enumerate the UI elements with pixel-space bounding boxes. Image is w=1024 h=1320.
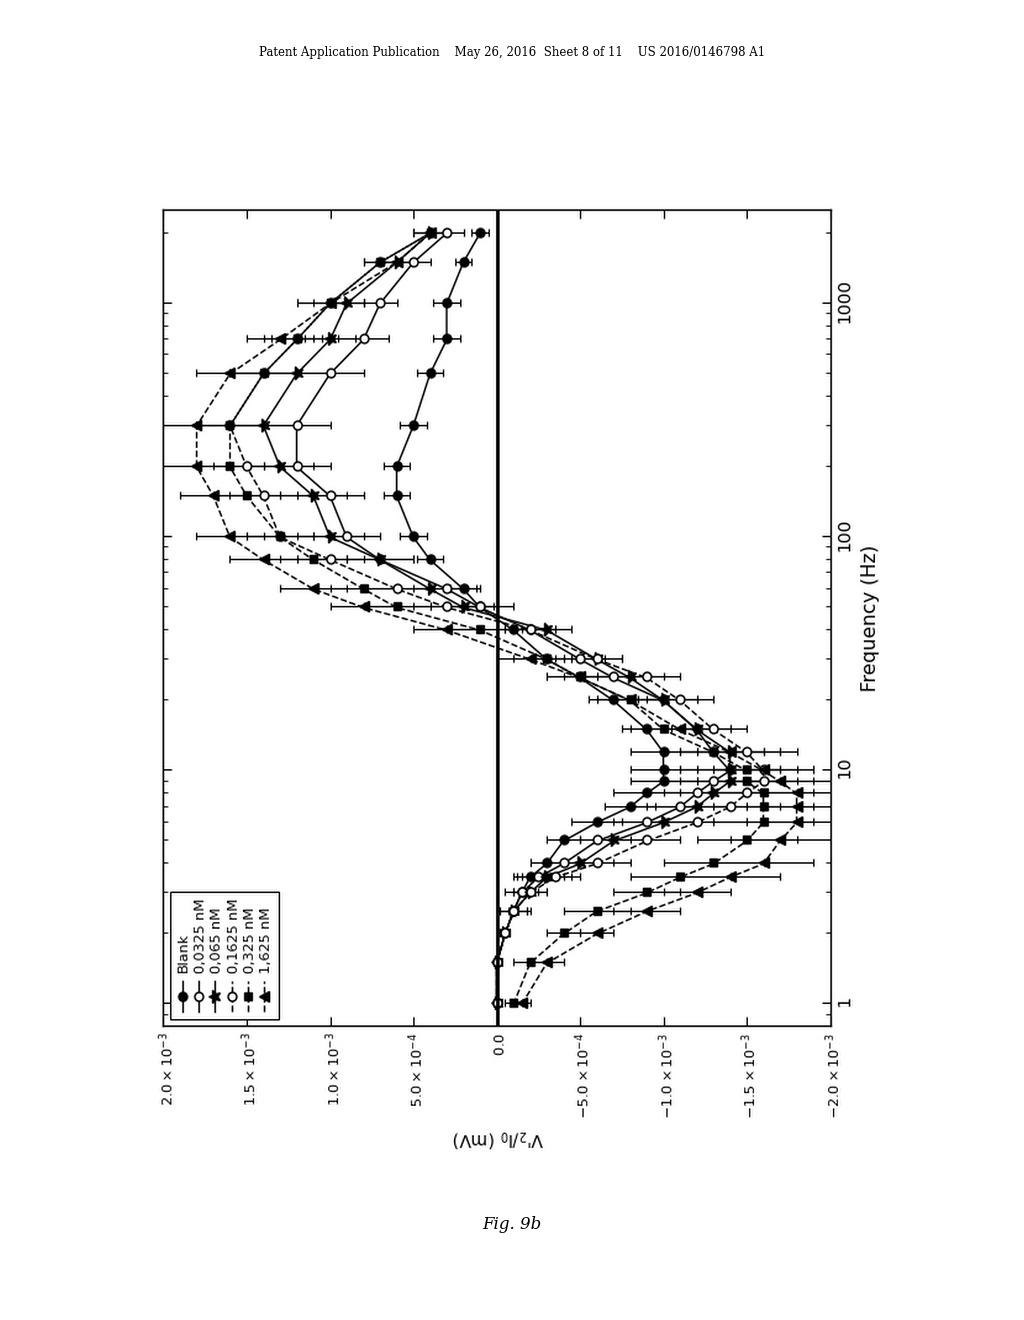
Text: Fig. 9b: Fig. 9b	[482, 1217, 542, 1233]
Text: Patent Application Publication    May 26, 2016  Sheet 8 of 11    US 2016/0146798: Patent Application Publication May 26, 2…	[259, 46, 765, 59]
